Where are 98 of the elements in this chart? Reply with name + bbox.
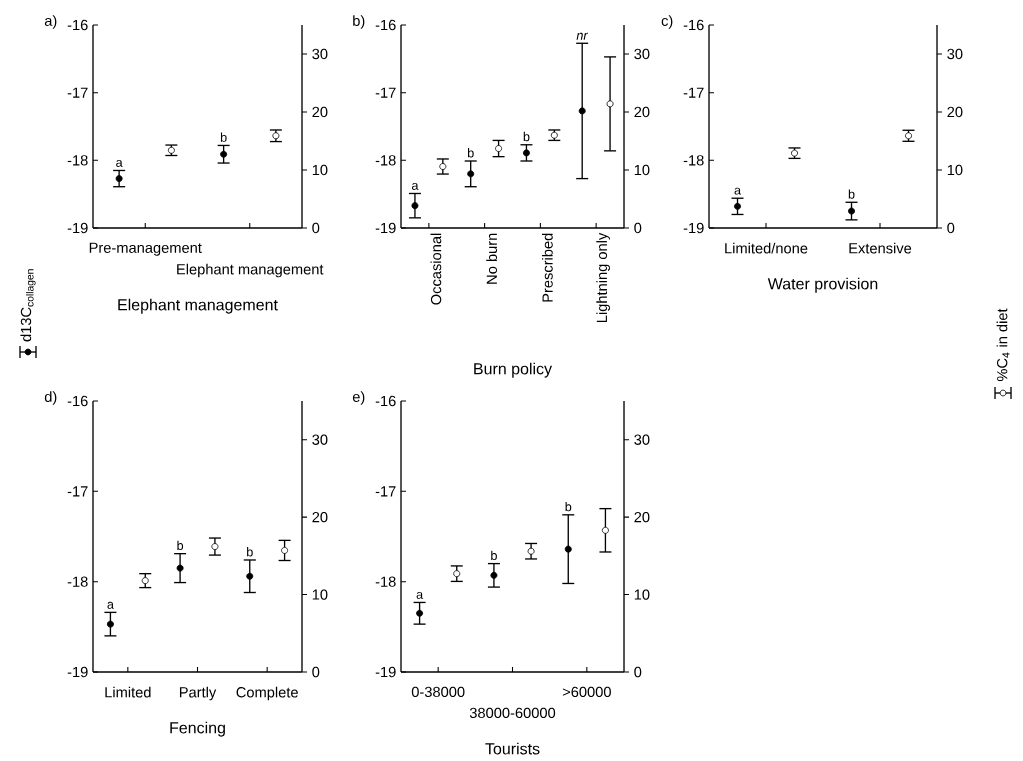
x-axis-title: Fencing — [170, 721, 225, 737]
y-tick-label: -18 — [375, 576, 396, 587]
y2-tick-label: 0 — [947, 222, 955, 234]
point — [527, 547, 535, 555]
point — [578, 107, 586, 115]
x-tick-label: Prescribed — [542, 233, 553, 302]
point — [281, 546, 289, 554]
y-tick-label: -19 — [375, 222, 396, 234]
annotation: a — [116, 159, 123, 167]
y2-tick-label: 30 — [312, 434, 328, 445]
y-tick-label: -17 — [683, 87, 704, 98]
chart-title: a) — [44, 15, 57, 29]
point — [439, 163, 447, 170]
x-axis-title: Tourists — [485, 742, 540, 755]
x-tick-label: Limited — [105, 686, 151, 698]
annotation: a — [734, 187, 742, 195]
y2-tick-label: 0 — [312, 666, 320, 678]
y2-tick-label: 20 — [947, 106, 963, 118]
y2-tick-label: 30 — [634, 48, 650, 60]
chart-title: e) — [352, 391, 365, 405]
x-axis-title: Burn policy — [474, 362, 553, 378]
y-tick-label: -18 — [67, 155, 88, 166]
point — [467, 170, 475, 178]
annotation: b — [247, 547, 253, 557]
y-tick-label: -16 — [683, 19, 704, 31]
point — [490, 571, 498, 579]
point — [411, 202, 419, 210]
annotation: b — [848, 189, 855, 199]
x-tick-label: Lightning only — [596, 232, 610, 323]
annotation: a — [107, 601, 114, 609]
annotation: a — [411, 182, 419, 190]
y-tick-label: -17 — [67, 87, 88, 98]
annotation: b — [177, 540, 184, 551]
y2-tick-label: 0 — [312, 222, 320, 234]
y-tick-label: -19 — [67, 666, 88, 678]
y-tick-label: -16 — [375, 395, 396, 407]
point — [522, 149, 530, 157]
point — [416, 609, 424, 617]
y2-tick-label: 20 — [312, 106, 328, 118]
x-tick-label: 38000-60000 — [469, 707, 556, 719]
y-tick-label: -18 — [67, 576, 88, 587]
y-tick-label: -16 — [375, 19, 396, 31]
point — [495, 145, 503, 152]
text: d13C$_{collagen}$ — [20, 269, 36, 342]
chart-title: d) — [44, 391, 57, 405]
annotation: b — [565, 501, 572, 512]
y-tick-label: -18 — [375, 155, 396, 166]
x-tick-label: Elephant management — [177, 263, 324, 278]
x-tick-label: Complete — [236, 686, 298, 701]
y-tick-label: -17 — [375, 87, 396, 98]
x-tick-label: >60000 — [562, 686, 611, 698]
point — [176, 564, 184, 572]
annotation: b — [220, 132, 227, 142]
y2-tick-label: 30 — [312, 48, 328, 60]
x-tick-label: Pre-management — [89, 242, 202, 256]
point — [106, 620, 114, 628]
point — [211, 543, 219, 551]
y2-tick-label: 30 — [947, 48, 963, 60]
y-tick-label: -19 — [375, 666, 396, 678]
y-tick-label: -16 — [67, 395, 88, 407]
x-tick-label: Occasional — [430, 233, 442, 305]
chart-title: c) — [661, 15, 673, 29]
y-tick-label: -18 — [683, 155, 704, 166]
point — [141, 577, 149, 585]
point — [601, 526, 609, 534]
y2-tick-label: 20 — [634, 106, 650, 118]
y-tick-label: -19 — [683, 222, 704, 234]
annotation: b — [467, 148, 474, 158]
y2-tick-label: 10 — [634, 589, 650, 600]
annotation: b — [523, 131, 530, 142]
y2-tick-label: 0 — [634, 222, 642, 234]
y2-tick-label: 20 — [634, 511, 650, 523]
x-tick-label: Partly — [179, 686, 217, 701]
y-tick-label: -17 — [375, 486, 396, 497]
point — [453, 570, 461, 578]
y-tick-label: -16 — [67, 19, 88, 31]
x-tick-label: Limited/none — [725, 242, 808, 254]
point — [564, 545, 572, 553]
annotation: a — [416, 591, 424, 599]
x-tick-label: 0-38000 — [411, 686, 465, 698]
y2-tick-label: 20 — [312, 511, 328, 523]
x-tick-label: No burn — [486, 233, 498, 284]
annotation: nr — [576, 32, 589, 40]
annotation: b — [491, 550, 497, 560]
y-tick-label: -19 — [67, 222, 88, 234]
y2-tick-label: 0 — [634, 666, 642, 678]
x-axis-title: Water provision — [767, 277, 878, 293]
y2-tick-label: 10 — [312, 164, 328, 176]
point — [606, 100, 614, 108]
y2-tick-label: 10 — [312, 589, 328, 600]
y-tick-label: -17 — [67, 486, 88, 497]
text: %C$_{4}$ in diet — [996, 308, 1010, 382]
point — [246, 572, 254, 580]
x-tick-label: Extensive — [849, 242, 912, 254]
chart-title: b) — [353, 15, 365, 29]
y2-tick-label: 10 — [947, 164, 963, 176]
y2-tick-label: 30 — [634, 434, 650, 445]
y2-tick-label: 10 — [634, 164, 650, 176]
